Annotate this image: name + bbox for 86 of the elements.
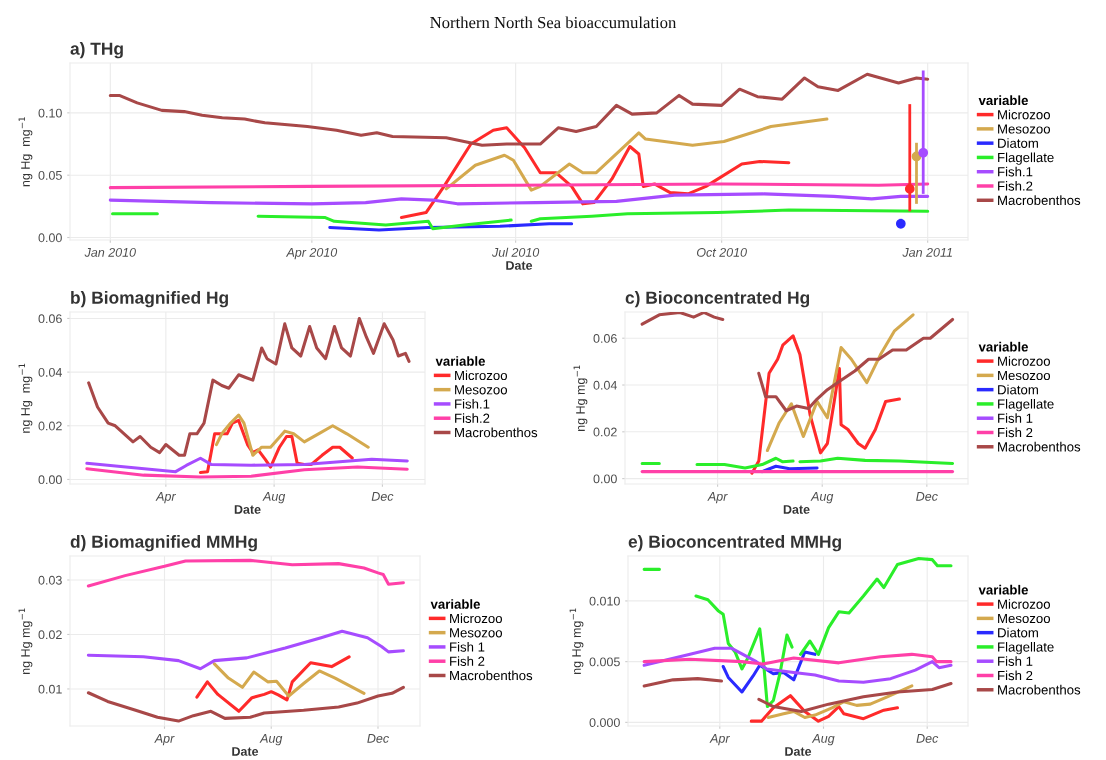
y-tick-label: 0.06	[38, 314, 62, 324]
legend-title: variable	[978, 95, 1028, 106]
x-tick-label: Aug	[262, 492, 286, 504]
y-tick-label: 0.010	[589, 596, 620, 606]
x-tick-label: Jan 2011	[902, 247, 952, 257]
x-tick-label: Apr	[709, 734, 730, 746]
y-axis-title: ng Hg mg$^{−1}$	[573, 365, 588, 431]
legend-label: Macrobenthos	[450, 670, 533, 681]
x-axis-title: Date	[234, 505, 261, 514]
y-tick-label: 0.000	[589, 718, 620, 728]
legend-label: Mesozoo	[998, 370, 1051, 381]
legend-label: Microzoo	[455, 370, 507, 381]
chart-title: Northern North Sea bioaccumulation	[430, 16, 677, 29]
y-tick-label: 0.00	[38, 475, 62, 485]
legend-label: Mesozoo	[450, 628, 503, 638]
legend-title: variable	[978, 341, 1028, 352]
x-tick-label: Aug	[259, 734, 283, 746]
legend-label: Flagellate	[998, 152, 1054, 165]
x-axis-title: Date	[232, 747, 259, 756]
y-tick-label: 0.00	[593, 474, 617, 484]
legend-label: Fish.2	[998, 181, 1033, 191]
legend-label: Fish.2	[455, 413, 490, 423]
x-tick-label: Dec	[367, 734, 389, 743]
legend-label: Diatom	[998, 384, 1038, 395]
legend-label: Microzoo	[998, 109, 1050, 120]
legend-label: Fish 2	[998, 427, 1033, 438]
y-tick-label: 0.05	[38, 170, 62, 180]
y-tick-label: 0.06	[593, 334, 617, 343]
x-tick-label: Dec	[916, 734, 939, 743]
legend-label: Microzoo	[998, 356, 1050, 366]
legend-label: Macrobenthos	[998, 684, 1081, 695]
x-tick-label: Dec	[916, 492, 938, 501]
legend-label: Mesozoo	[998, 613, 1051, 624]
x-axis-title: Date	[783, 505, 810, 514]
y-axis-title: ng Hg mg$^{−1}$	[569, 608, 584, 674]
y-axis-title: ng Hg mg$^{−1}$	[18, 117, 33, 187]
y-axis-title: ng Hg mg$^{−1}$	[18, 363, 33, 433]
y-tick-label: 0.02	[38, 630, 62, 640]
y-tick-label: 0.02	[38, 421, 62, 431]
y-tick-label: 0.04	[38, 367, 62, 377]
legend-label: Microzoo	[998, 599, 1050, 609]
x-tick-label: Apr 2010	[285, 247, 338, 260]
legend-label: Fish 2	[998, 670, 1033, 681]
y-tick-label: 0.10	[38, 108, 62, 118]
legend-label: Mesozoo	[998, 124, 1051, 134]
x-tick-label: Dec	[371, 492, 394, 501]
x-tick-label: Aug	[810, 492, 834, 504]
chart-title: e) Bioconcentrated MMHg	[628, 535, 841, 552]
x-tick-label: Jul 2010	[491, 247, 540, 257]
chart-title: b) Biomagnified Hg	[71, 291, 228, 308]
legend-label: Macrobenthos	[998, 441, 1081, 452]
chart-title: d) Biomagnified MMHg	[70, 535, 257, 552]
x-axis-title: Date	[506, 261, 533, 270]
legend-label: Flagellate	[998, 398, 1054, 412]
x-tick-label: Apr	[154, 734, 175, 746]
x-tick-label: Apr	[155, 492, 176, 504]
x-axis-title: Date	[785, 747, 812, 756]
y-tick-label: 0.00	[38, 233, 62, 243]
legend-title: variable	[435, 356, 485, 366]
legend-label: Fish 1	[998, 413, 1033, 423]
legend-label: Diatom	[998, 627, 1038, 638]
chart-title: c) Bioconcentrated Hg	[625, 291, 810, 308]
legend-label: Fish 1	[998, 656, 1033, 666]
y-tick-label: 0.02	[593, 427, 617, 437]
legend-label: Macrobenthos	[455, 427, 538, 438]
x-tick-label: Apr	[707, 492, 728, 504]
y-tick-label: 0.04	[593, 380, 617, 390]
y-tick-label: 0.005	[589, 657, 620, 667]
legend-title: variable	[978, 584, 1028, 595]
legend-label: Fish 2	[450, 656, 485, 666]
x-tick-label: Jan 2010	[84, 247, 136, 257]
legend-label: Flagellate	[998, 641, 1054, 655]
y-axis-title: ng Hg mg$^{−1}$	[18, 608, 33, 674]
legend-label: Fish 1	[450, 641, 485, 652]
legend-label: Macrobenthos	[998, 195, 1081, 206]
x-tick-label: Aug	[811, 734, 835, 746]
legend-label: Fish.1	[455, 398, 490, 409]
legend-title: variable	[430, 599, 480, 609]
legend-label: Microzoo	[450, 613, 502, 624]
legend-label: Diatom	[998, 138, 1038, 148]
y-tick-label: 0.01	[38, 684, 62, 694]
legend-label: Fish.1	[998, 166, 1033, 177]
legend-label: Mesozoo	[455, 385, 508, 395]
y-tick-label: 0.03	[38, 575, 62, 585]
x-tick-label: Oct 2010	[696, 247, 747, 257]
chart-subtitle: a) THg	[70, 42, 123, 59]
